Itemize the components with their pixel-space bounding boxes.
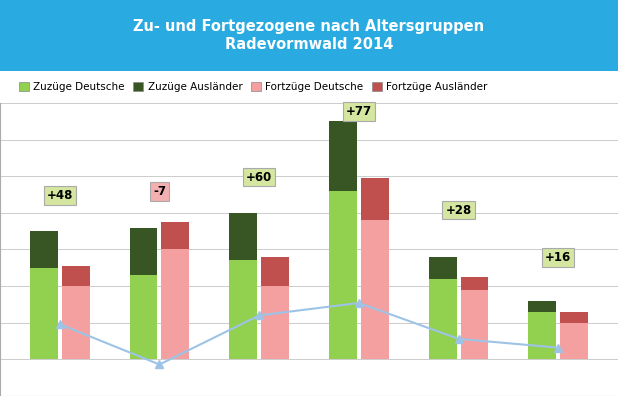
Bar: [229, 261, 257, 360]
Text: Zu- und Fortgezogene nach Altersgruppen
Radevormwald 2014: Zu- und Fortgezogene nach Altersgruppen …: [133, 19, 485, 52]
Bar: [62, 286, 90, 360]
Bar: [528, 312, 556, 360]
Bar: [130, 275, 158, 360]
Text: -7: -7: [153, 185, 166, 198]
Bar: [261, 286, 289, 360]
Bar: [361, 178, 389, 220]
Bar: [528, 301, 556, 312]
Bar: [161, 249, 189, 360]
Bar: [429, 257, 457, 279]
Bar: [261, 257, 289, 286]
Text: +28: +28: [446, 204, 472, 217]
Bar: [229, 213, 257, 261]
Bar: [30, 231, 58, 268]
Bar: [361, 220, 389, 360]
Bar: [30, 268, 58, 360]
Bar: [560, 323, 588, 360]
Text: +60: +60: [246, 171, 273, 183]
Bar: [329, 121, 357, 191]
Bar: [460, 290, 488, 360]
Bar: [460, 277, 488, 290]
Bar: [560, 312, 588, 323]
Text: +48: +48: [46, 189, 73, 202]
Text: +77: +77: [346, 105, 372, 118]
Text: +16: +16: [545, 251, 571, 264]
Bar: [429, 279, 457, 360]
Legend: Zuzüge Deutsche, Zuzüge Ausländer, Fortzüge Deutsche, Fortzüge Ausländer: Zuzüge Deutsche, Zuzüge Ausländer, Fortz…: [17, 81, 489, 93]
Bar: [62, 267, 90, 286]
Bar: [130, 227, 158, 275]
Bar: [329, 191, 357, 360]
Bar: [161, 223, 189, 249]
